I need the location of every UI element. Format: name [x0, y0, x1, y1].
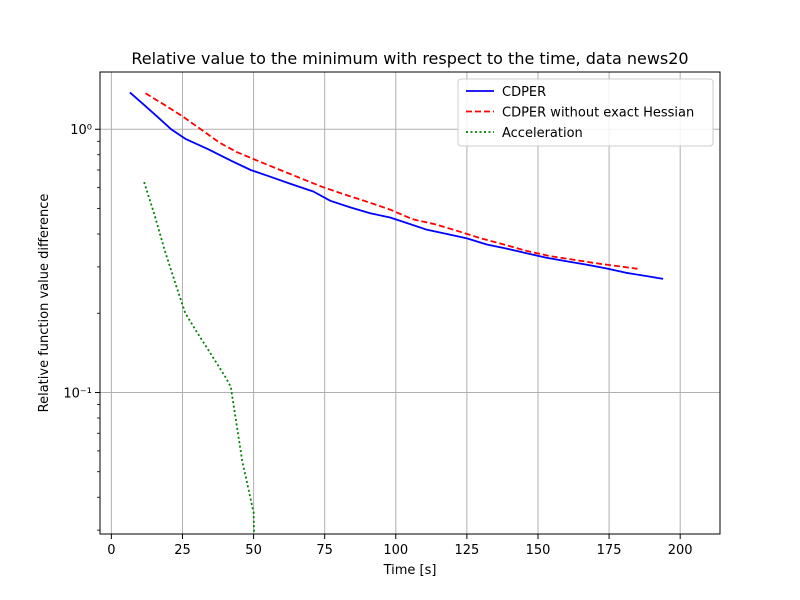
legend-box — [457, 78, 714, 147]
series-line-1 — [129, 91, 664, 280]
x-tick-label: 0 — [107, 543, 115, 558]
x-axis: 0 25 50 75 100 125 150 175 200 — [107, 534, 693, 558]
x-axis-label: Time [s] — [383, 563, 437, 578]
y-tick-label: 10⁰ — [70, 123, 92, 138]
x-tick-label: 125 — [454, 543, 479, 558]
series-layer — [129, 91, 664, 535]
legend-label: CDPER without exact Hessian — [502, 106, 694, 121]
series-line-2 — [145, 92, 638, 270]
legend-label: Acceleration — [502, 126, 583, 141]
y-tick-label: 10⁻¹ — [63, 386, 92, 401]
x-tick-label: 75 — [316, 543, 333, 558]
plot-area-frame — [99, 71, 721, 535]
x-tick-label: 100 — [383, 543, 408, 558]
x-tick-label: 50 — [245, 543, 262, 558]
legend: CDPER CDPER without exact Hessian Accelera… — [457, 78, 714, 147]
series-line-3 — [143, 181, 255, 535]
x-tick-label: 25 — [174, 543, 191, 558]
x-tick-label: 150 — [526, 543, 551, 558]
chart-title: Relative value to the minimum with respe… — [131, 49, 688, 68]
y-axis-label: Relative function value difference — [37, 194, 52, 413]
y-axis: 10⁻¹ 10⁰ — [63, 123, 100, 531]
legend-label: CDPER — [502, 85, 546, 100]
x-tick-label: 175 — [597, 543, 622, 558]
x-tick-label: 200 — [668, 543, 693, 558]
